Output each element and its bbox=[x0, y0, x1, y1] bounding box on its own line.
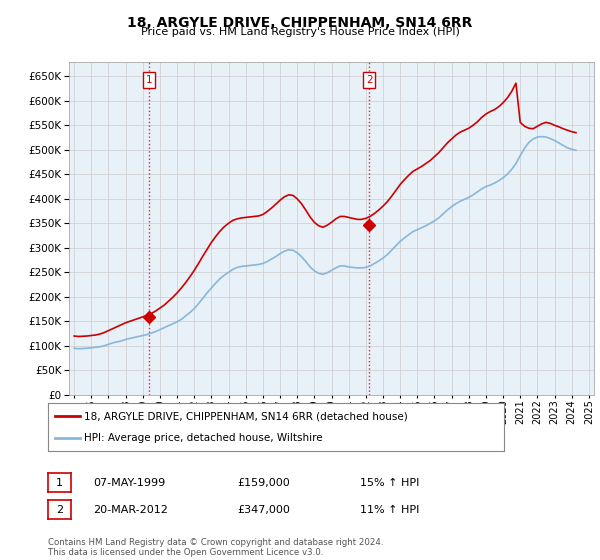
Text: 18, ARGYLE DRIVE, CHIPPENHAM, SN14 6RR (detached house): 18, ARGYLE DRIVE, CHIPPENHAM, SN14 6RR (… bbox=[85, 411, 408, 421]
Text: HPI: Average price, detached house, Wiltshire: HPI: Average price, detached house, Wilt… bbox=[85, 433, 323, 443]
Text: 2: 2 bbox=[366, 75, 373, 85]
Text: Contains HM Land Registry data © Crown copyright and database right 2024.
This d: Contains HM Land Registry data © Crown c… bbox=[48, 538, 383, 557]
Text: 2: 2 bbox=[56, 505, 63, 515]
Text: 18, ARGYLE DRIVE, CHIPPENHAM, SN14 6RR: 18, ARGYLE DRIVE, CHIPPENHAM, SN14 6RR bbox=[127, 16, 473, 30]
Text: 20-MAR-2012: 20-MAR-2012 bbox=[93, 505, 168, 515]
Text: 11% ↑ HPI: 11% ↑ HPI bbox=[360, 505, 419, 515]
Text: £159,000: £159,000 bbox=[237, 478, 290, 488]
Text: £347,000: £347,000 bbox=[237, 505, 290, 515]
Text: Price paid vs. HM Land Registry's House Price Index (HPI): Price paid vs. HM Land Registry's House … bbox=[140, 27, 460, 37]
Text: 1: 1 bbox=[146, 75, 152, 85]
Text: 15% ↑ HPI: 15% ↑ HPI bbox=[360, 478, 419, 488]
Text: 07-MAY-1999: 07-MAY-1999 bbox=[93, 478, 165, 488]
Text: 1: 1 bbox=[56, 478, 63, 488]
